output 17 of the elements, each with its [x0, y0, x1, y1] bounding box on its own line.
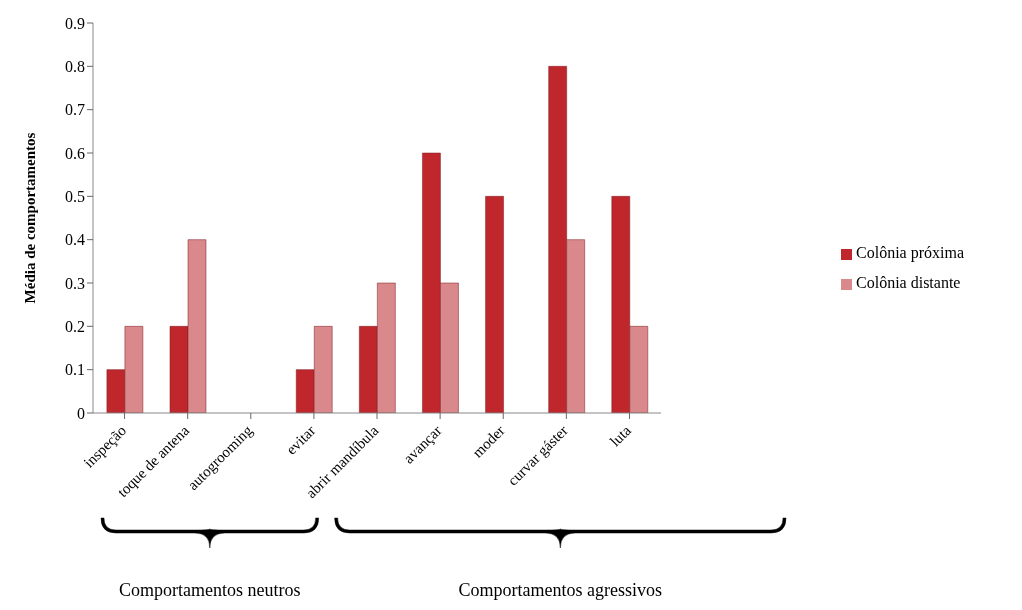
- y-tick-label: 0.8: [65, 58, 85, 76]
- y-tick-label: 0.5: [65, 188, 85, 206]
- y-tick-label: 0.4: [65, 231, 85, 249]
- y-tick-label: 0.3: [65, 274, 85, 292]
- y-tick-label: 0.7: [65, 101, 85, 119]
- legend-label: Colônia distante: [856, 274, 961, 291]
- y-axis-title: Média de comportamentos: [22, 132, 39, 304]
- y-tick-label: 0.9: [65, 14, 85, 32]
- text: Comportamentos agressivos: [457, 580, 664, 601]
- bar: [485, 196, 504, 413]
- y-tick-label: 0.6: [65, 144, 85, 162]
- y-tick-label: 0: [77, 404, 85, 422]
- y-tick-label: 0.2: [65, 318, 85, 336]
- text: Comportamentos neutros: [118, 580, 302, 601]
- y-tick-label: 0.1: [65, 361, 85, 379]
- legend-label: Colônia próxima: [856, 244, 964, 261]
- x-tick-label: luta: [606, 422, 635, 450]
